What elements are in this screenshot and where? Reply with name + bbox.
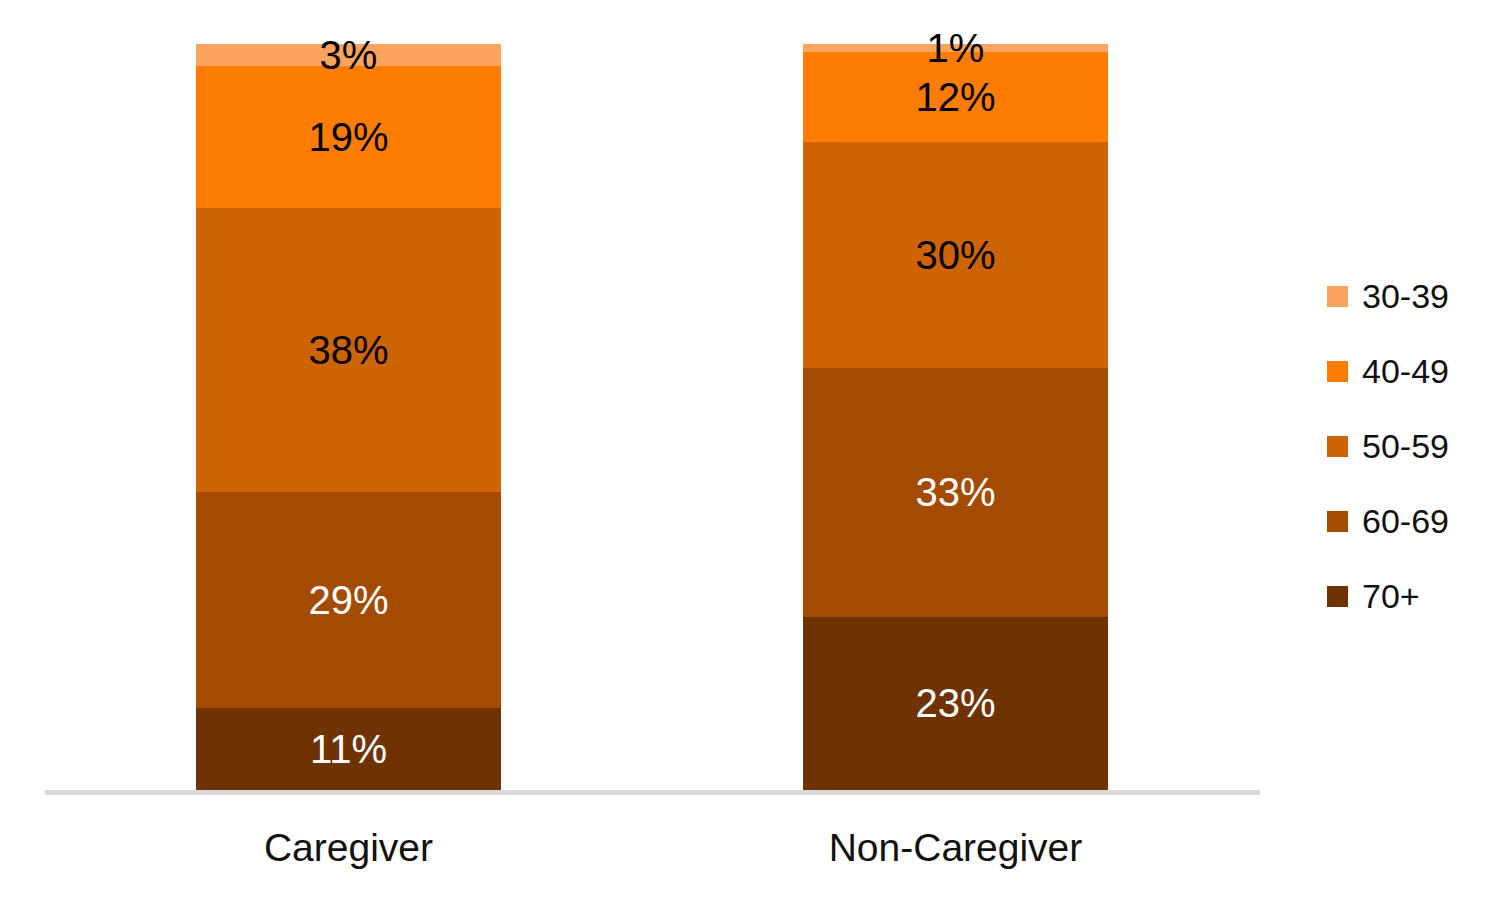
segment-data-label: 19% — [308, 117, 388, 157]
bar-segment-40-49-caregiver: 19% — [196, 66, 501, 208]
x-axis-baseline — [45, 790, 1260, 795]
stacked-bar-chart: 3% 19% 38% 29% 11% 1% 12% 30% 33% 23% Caregiver No… — [0, 0, 1497, 897]
bar-segment-60-69-caregiver: 29% — [196, 492, 501, 708]
category-label-non-caregiver: Non-Caregiver — [803, 826, 1108, 871]
segment-data-label: 29% — [308, 580, 388, 620]
legend-item-70plus: 70+ — [1327, 576, 1449, 616]
legend-label: 30-39 — [1362, 279, 1449, 313]
bar-segment-50-59-non-caregiver: 30% — [803, 142, 1108, 368]
bar-segment-60-69-non-caregiver: 33% — [803, 368, 1108, 617]
segment-data-label: 33% — [915, 472, 995, 512]
legend-swatch-icon — [1327, 511, 1348, 532]
legend-swatch-icon — [1327, 586, 1348, 607]
bar-segment-30-39-caregiver: 3% — [196, 44, 501, 66]
legend-label: 50-59 — [1362, 429, 1449, 463]
bar-segment-70plus-non-caregiver: 23% — [803, 617, 1108, 790]
bar-caregiver: 3% 19% 38% 29% 11% — [196, 44, 501, 790]
legend-item-60-69: 60-69 — [1327, 501, 1449, 541]
legend-swatch-icon — [1327, 286, 1348, 307]
legend-label: 40-49 — [1362, 354, 1449, 388]
segment-data-label: 1% — [927, 28, 985, 68]
segment-data-label: 11% — [310, 729, 387, 769]
legend-label: 70+ — [1362, 579, 1420, 613]
segment-data-label: 12% — [915, 77, 995, 117]
legend: 30-39 40-49 50-59 60-69 70+ — [1327, 276, 1449, 616]
legend-swatch-icon — [1327, 436, 1348, 457]
legend-swatch-icon — [1327, 361, 1348, 382]
bar-non-caregiver: 1% 12% 30% 33% 23% — [803, 44, 1108, 790]
legend-label: 60-69 — [1362, 504, 1449, 538]
segment-data-label: 30% — [915, 235, 995, 275]
legend-item-30-39: 30-39 — [1327, 276, 1449, 316]
legend-item-50-59: 50-59 — [1327, 426, 1449, 466]
bar-segment-30-39-non-caregiver: 1% — [803, 44, 1108, 52]
segment-data-label: 3% — [320, 35, 378, 75]
segment-data-label: 23% — [915, 683, 995, 723]
segment-data-label: 38% — [308, 330, 388, 370]
legend-item-40-49: 40-49 — [1327, 351, 1449, 391]
bar-segment-50-59-caregiver: 38% — [196, 208, 501, 491]
category-label-caregiver: Caregiver — [196, 826, 501, 871]
bar-segment-70plus-caregiver: 11% — [196, 708, 501, 790]
